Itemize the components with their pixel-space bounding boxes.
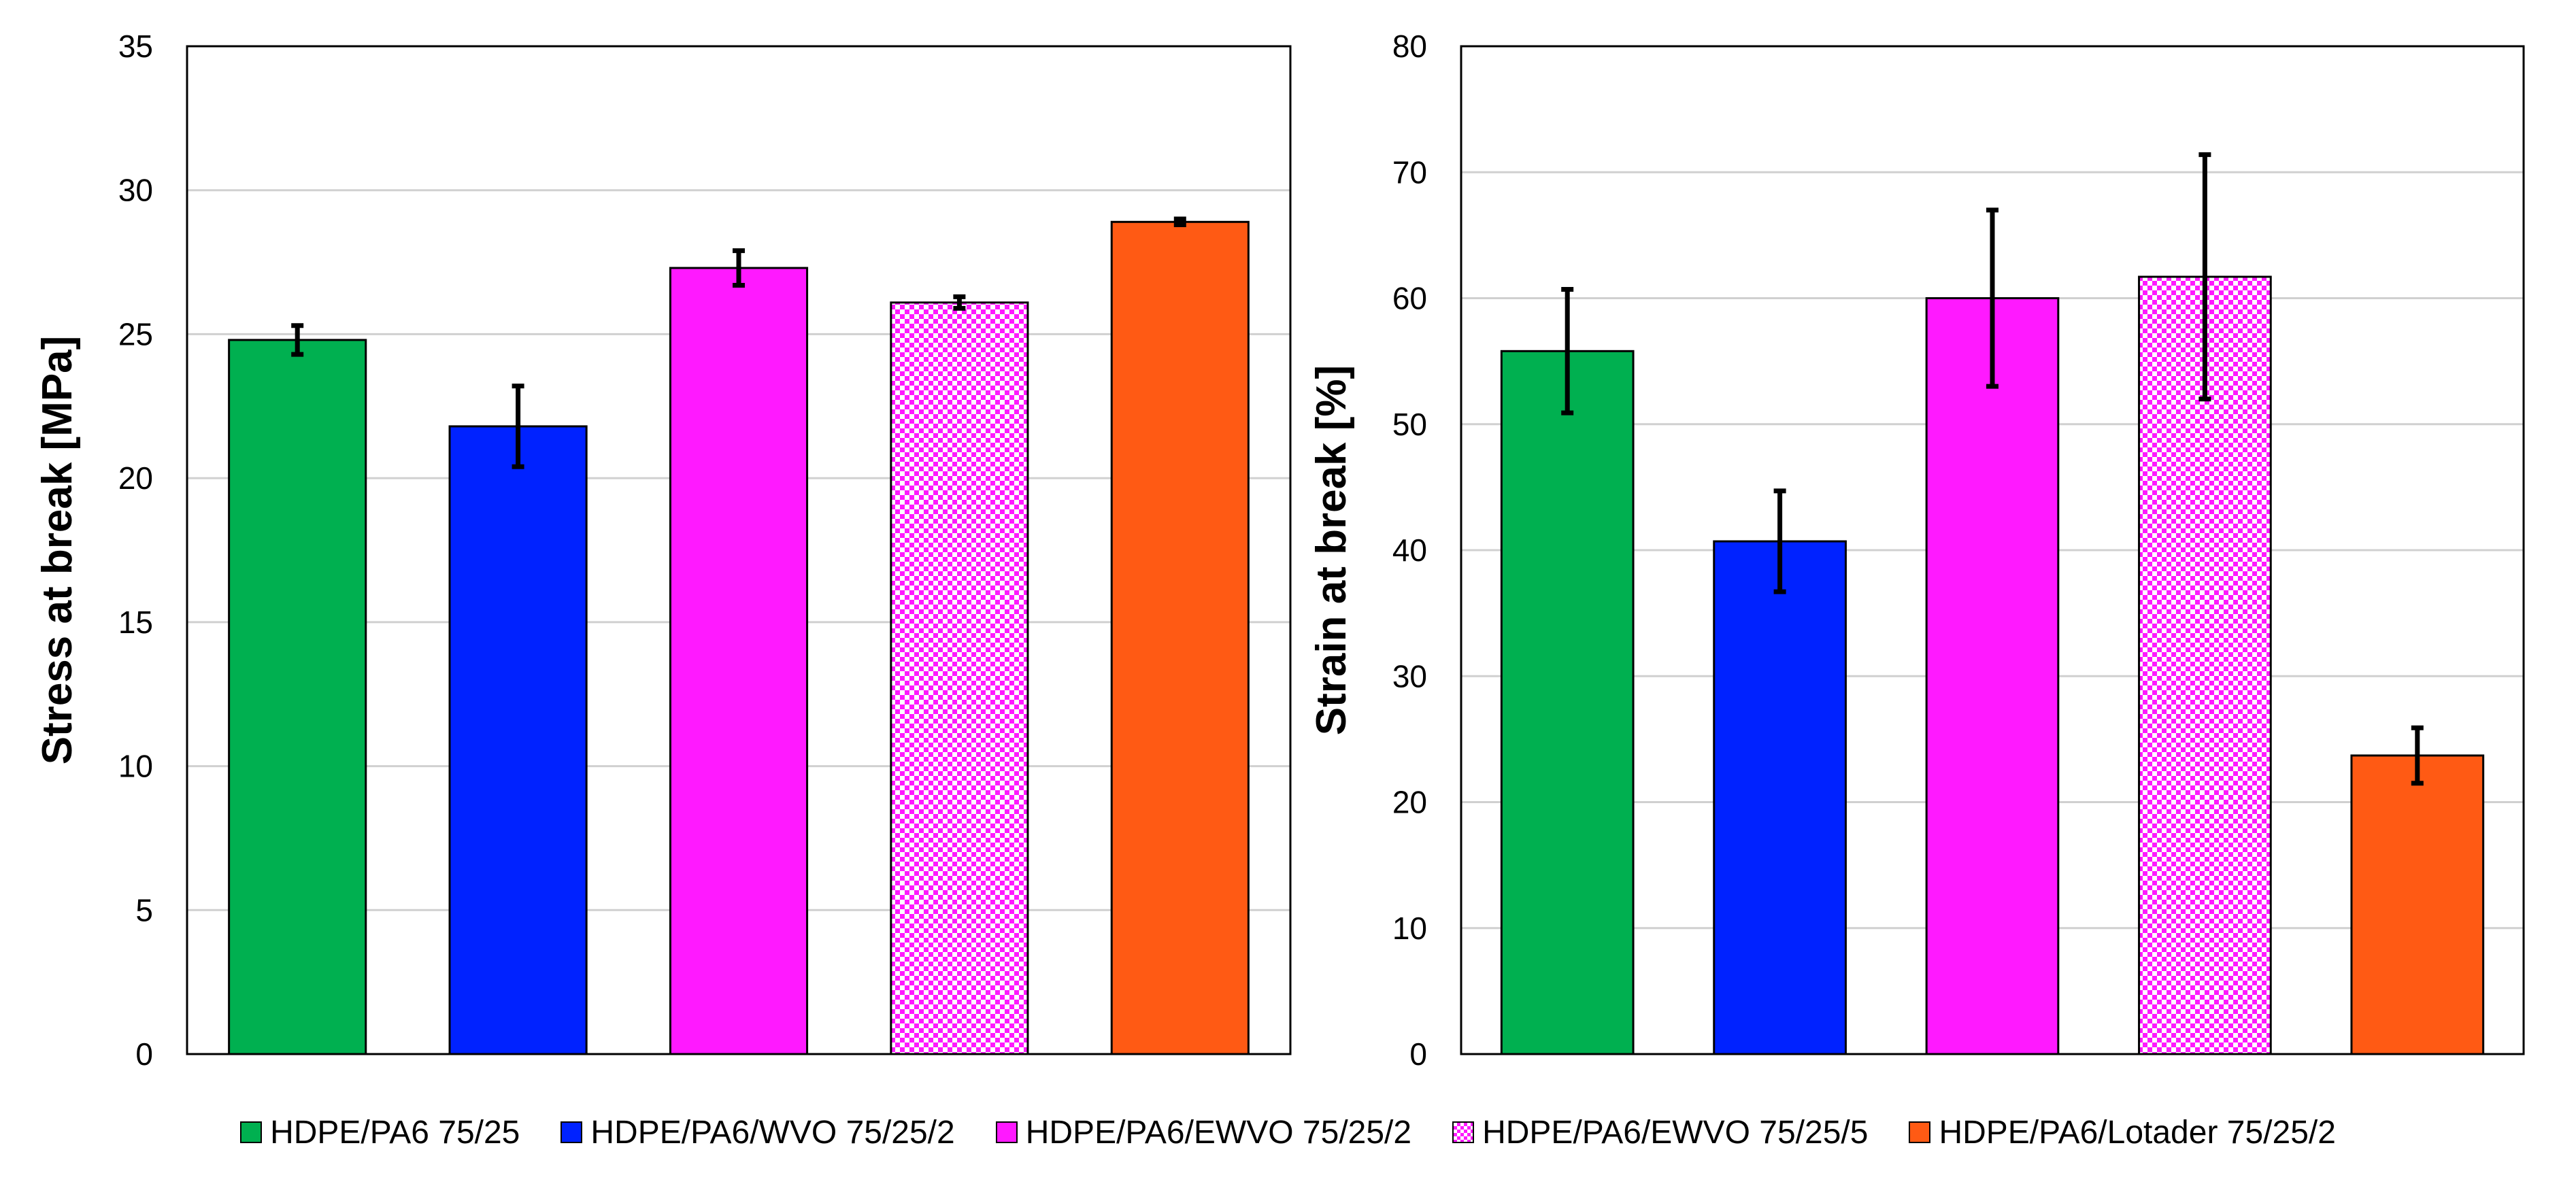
legend-swatch — [561, 1121, 583, 1143]
y-tick-label: 0 — [1409, 1036, 1427, 1072]
y-tick-label: 70 — [1392, 154, 1427, 190]
legend-swatch — [995, 1121, 1018, 1143]
bar — [1110, 220, 1250, 1055]
y-tick-label: 40 — [1392, 532, 1427, 568]
plot-frame — [186, 45, 1292, 1055]
bar — [228, 339, 367, 1055]
bar — [1713, 540, 1847, 1055]
y-tick-label: 20 — [1392, 785, 1427, 820]
legend-swatch — [1452, 1121, 1475, 1143]
legend-item: HDPE/PA6/EWVO 75/25/5 — [1452, 1114, 1868, 1151]
bar — [2350, 754, 2485, 1055]
legend-item: HDPE/PA6/EWVO 75/25/2 — [995, 1114, 1412, 1151]
y-tick-label: 50 — [1392, 407, 1427, 442]
bar — [890, 301, 1029, 1055]
y-tick-label: 20 — [118, 460, 153, 496]
bar — [669, 267, 809, 1055]
bar — [2138, 275, 2272, 1055]
bar — [1925, 297, 2060, 1055]
legend-label: HDPE/PA6/EWVO 75/25/5 — [1482, 1114, 1869, 1151]
y-tick-label: 25 — [118, 316, 153, 352]
legend-label: HDPE/PA6/WVO 75/25/2 — [590, 1114, 955, 1151]
legend-item: HDPE/PA6 75/25 — [240, 1114, 520, 1151]
y-tick-label: 30 — [118, 173, 153, 208]
legend-label: HDPE/PA6/EWVO 75/25/2 — [1025, 1114, 1412, 1151]
y-tick-label: 30 — [1392, 658, 1427, 694]
y-tick-label: 10 — [1392, 911, 1427, 946]
legend-label: HDPE/PA6 75/25 — [270, 1114, 520, 1151]
y-tick-label: 0 — [135, 1036, 153, 1072]
legend-swatch — [240, 1121, 263, 1143]
stress-chart: 0 5 10 15 20 25 30 35 Stress at break [MPa] — [34, 29, 1292, 1072]
y-tick-label: 35 — [118, 29, 153, 64]
bar — [448, 425, 588, 1055]
y-tick-label: 10 — [118, 749, 153, 784]
legend-item: HDPE/PA6/WVO 75/25/2 — [561, 1114, 955, 1151]
legend: HDPE/PA6 75/25 HDPE/PA6/WVO 75/25/2 HDPE… — [0, 1102, 2576, 1163]
y-axis-label: Strain at break [%] — [1308, 365, 1355, 735]
y-tick-label: 60 — [1392, 281, 1427, 316]
strain-chart: 0 10 20 30 40 50 60 70 80 Strain at break [%] — [1308, 29, 2525, 1072]
legend-label: HDPE/PA6/Lotader 75/25/2 — [1939, 1114, 2336, 1151]
y-tick-label: 5 — [135, 892, 153, 928]
plot-frame — [1460, 45, 2525, 1055]
y-axis-label: Stress at break [MPa] — [34, 336, 81, 765]
bar — [1500, 350, 1635, 1055]
legend-item: HDPE/PA6/Lotader 75/25/2 — [1909, 1114, 2336, 1151]
y-tick-label: 80 — [1392, 29, 1427, 64]
y-tick-label: 15 — [118, 605, 153, 640]
legend-swatch — [1909, 1121, 1931, 1143]
